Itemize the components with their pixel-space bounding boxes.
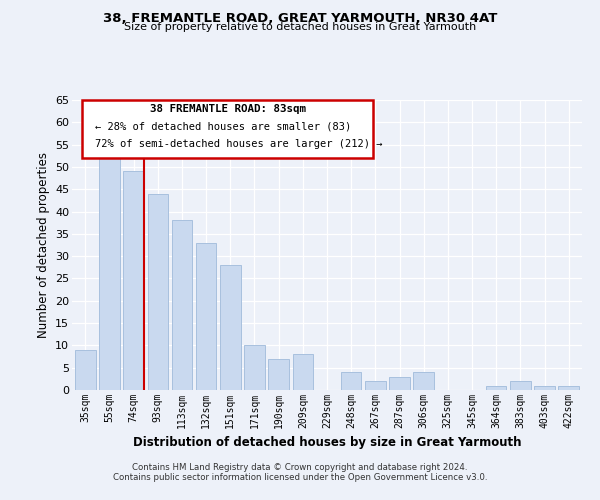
Bar <box>413 372 434 390</box>
Text: Distribution of detached houses by size in Great Yarmouth: Distribution of detached houses by size … <box>133 436 521 449</box>
Text: 38, FREMANTLE ROAD, GREAT YARMOUTH, NR30 4AT: 38, FREMANTLE ROAD, GREAT YARMOUTH, NR30… <box>103 12 497 26</box>
Bar <box>510 381 530 390</box>
Bar <box>99 149 120 390</box>
Bar <box>75 350 95 390</box>
Bar <box>389 376 410 390</box>
Bar <box>534 386 555 390</box>
Bar <box>172 220 192 390</box>
FancyBboxPatch shape <box>82 100 373 158</box>
Bar <box>268 359 289 390</box>
Text: ← 28% of detached houses are smaller (83): ← 28% of detached houses are smaller (83… <box>95 122 351 132</box>
Text: Size of property relative to detached houses in Great Yarmouth: Size of property relative to detached ho… <box>124 22 476 32</box>
Bar <box>244 346 265 390</box>
Text: 38 FREMANTLE ROAD: 83sqm: 38 FREMANTLE ROAD: 83sqm <box>149 104 305 115</box>
Bar <box>486 386 506 390</box>
Text: 72% of semi-detached houses are larger (212) →: 72% of semi-detached houses are larger (… <box>95 139 382 149</box>
Bar <box>365 381 386 390</box>
Text: Contains public sector information licensed under the Open Government Licence v3: Contains public sector information licen… <box>113 474 487 482</box>
Bar <box>220 265 241 390</box>
Bar <box>559 386 579 390</box>
Bar <box>196 243 217 390</box>
Bar <box>148 194 168 390</box>
Bar <box>293 354 313 390</box>
Bar <box>341 372 361 390</box>
Y-axis label: Number of detached properties: Number of detached properties <box>37 152 50 338</box>
Bar <box>124 172 144 390</box>
Text: Contains HM Land Registry data © Crown copyright and database right 2024.: Contains HM Land Registry data © Crown c… <box>132 464 468 472</box>
